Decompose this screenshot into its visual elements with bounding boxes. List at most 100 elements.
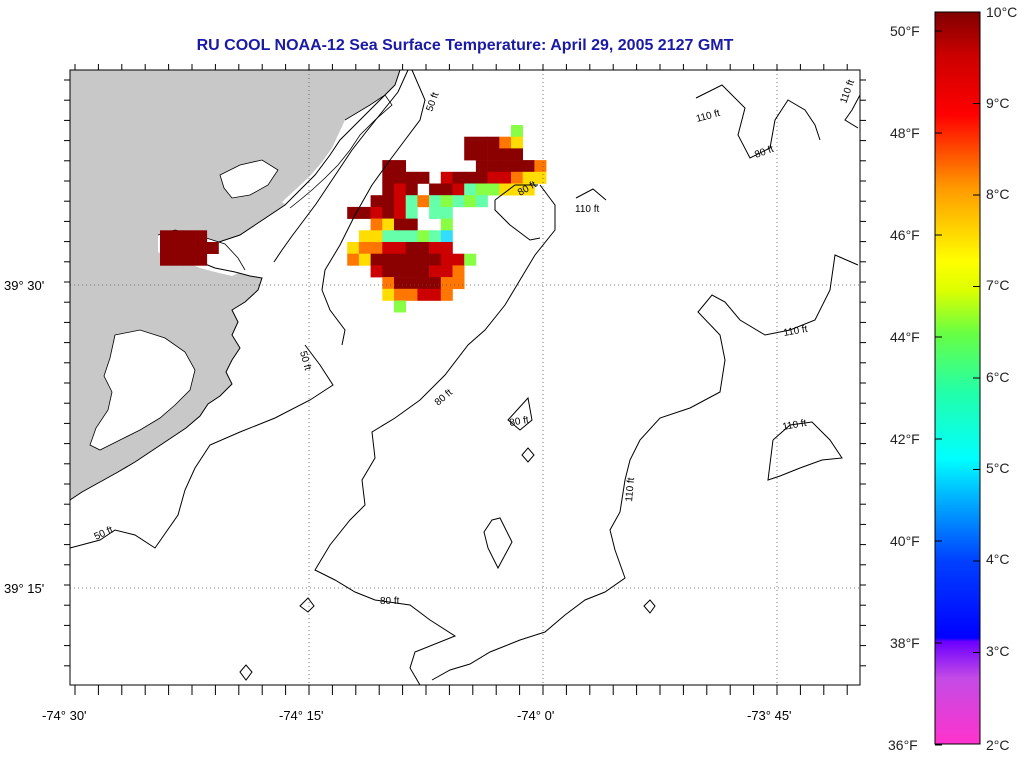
sst-pixel [475,171,488,184]
sst-pixel [452,253,465,266]
inlet-outline [289,94,393,209]
sst-pixel [358,206,371,219]
sst-pixel [347,242,360,254]
lon-label: -74° 30' [42,708,87,723]
sst-pixel [160,230,172,243]
map-title: RU COOL NOAA-12 Sea Surface Temperature:… [196,37,734,54]
sst-pixel [382,183,395,196]
sst-pixel [511,136,523,149]
sst-pixel [405,265,418,278]
barrier-island [273,69,409,263]
contour-label: 80 ft [380,596,400,607]
shoal-diamond [521,447,535,463]
fahrenheit-label: 38°F [890,635,920,651]
sst-pixel [382,195,395,208]
sst-pixel [429,206,442,219]
contour-110ft [431,254,859,681]
sst-pixel [370,218,383,231]
shoal-diamond [643,599,656,614]
sst-pixel [171,230,184,243]
sst-pixel [405,288,418,301]
sst-pixel [370,253,383,266]
sst-pixel [511,148,523,161]
celsius-label: 4°C [986,551,1010,567]
lon-label: -74° 0' [517,708,554,723]
sst-pixel [522,183,535,196]
inlet-outline [89,329,196,451]
sst-pixel [511,160,523,173]
sst-pixel [417,277,430,290]
sst-pixel [440,265,453,278]
sst-pixel [464,171,477,184]
sst-pixel [171,242,184,254]
sst-pixel [475,136,488,149]
celsius-label: 3°C [986,643,1010,659]
contour-110ft [695,84,821,159]
sst-pixel [183,242,196,254]
contour-50ft [321,69,426,346]
celsius-label: 7°C [986,277,1010,293]
graticule [70,70,860,685]
sst-pixel [382,265,395,278]
inlet [90,330,195,450]
colorbar-ticks [935,11,980,746]
sst-pixel [440,195,453,208]
frame-ticks [64,64,866,695]
sst-pixel [475,195,488,208]
sst-pixel [405,218,418,231]
sst-pixel [394,160,406,173]
sst-pixel-layer [160,125,547,313]
fahrenheit-label: 42°F [890,431,920,447]
sst-pixel [405,183,418,196]
sst-pixel [394,171,406,184]
contour-80ft [494,184,538,201]
sst-pixel [487,136,500,149]
sst-pixel [417,230,430,243]
celsius-label: 8°C [986,186,1010,202]
sst-pixel [499,171,512,184]
sst-pixel [358,230,371,243]
lat-label: 39° 30' [4,278,44,293]
sst-pixel [206,242,219,254]
sst-pixel [405,206,418,219]
sst-pixel [440,183,453,196]
lon-label: -74° 15' [279,708,324,723]
sst-pixel [440,218,453,231]
sst-pixel [429,265,442,278]
sst-pixel [382,206,395,219]
sst-pixel [370,265,383,278]
colorbar: 50°F 48°F 46°F 44°F 42°F 40°F 38°F 36°F … [888,4,1017,753]
sst-pixel [370,206,383,219]
sst-pixel [429,230,442,243]
map-area: 50 ft 50 ft 50 ft 80 ft 80 ft 80 ft 80 f… [4,64,866,723]
shoal-diamond [239,664,253,681]
celsius-label: 6°C [986,369,1010,385]
sst-pixel [440,171,453,184]
sst-pixel [370,195,383,208]
inlet-outline [219,159,279,199]
contour-50ft [69,344,334,549]
sst-pixel [405,171,418,184]
celsius-label: 2°C [986,737,1010,753]
contour-80ft [494,200,541,241]
sst-pixel [405,253,418,266]
sst-pixel [440,206,453,219]
sst-pixel [487,171,500,184]
sst-pixel [382,160,395,173]
contour-label: 110 ft [783,324,809,339]
sst-pixel [464,195,477,208]
sst-pixel [382,171,395,184]
sst-pixel [499,183,512,196]
sst-pixel [452,171,465,184]
sst-pixel [417,253,430,266]
sst-pixel [534,171,547,184]
sst-pixel [394,300,406,313]
sst-pixel [452,265,465,278]
sst-pixel [347,206,360,219]
sst-pixel [487,160,500,173]
sst-pixel [394,277,406,290]
sst-pixel [475,148,488,161]
sst-pixel [475,160,488,173]
sst-pixel [183,253,196,266]
sst-pixel [405,277,418,290]
